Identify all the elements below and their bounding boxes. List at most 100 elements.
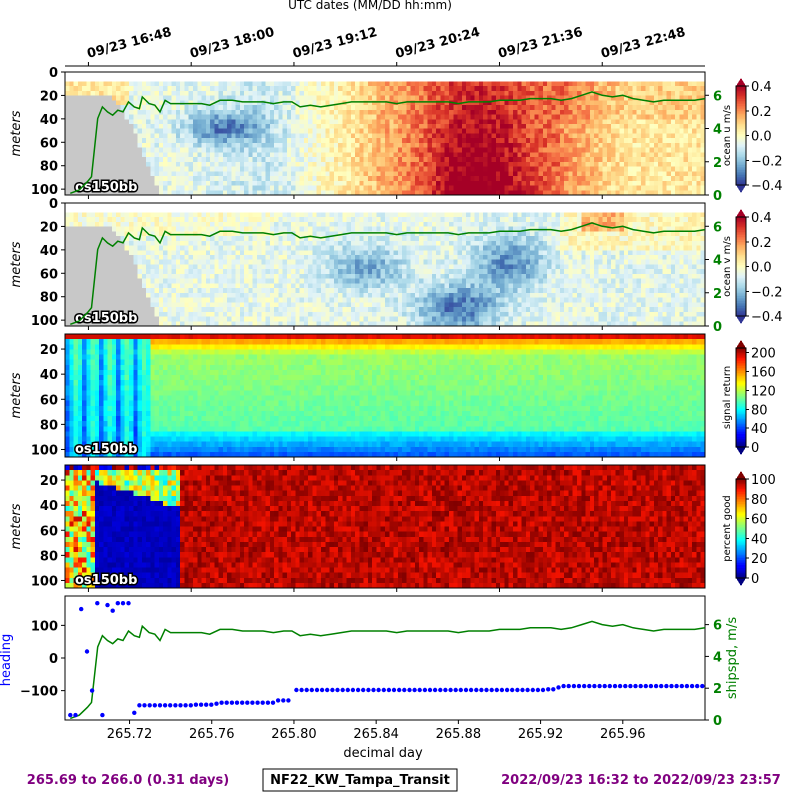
heatmap-cell [700,138,706,144]
heatmap-cell [218,157,224,163]
heatmap-cell [137,250,143,256]
heatmap-cell [69,316,75,322]
heatmap-cell [606,171,612,177]
heatmap-cell [235,128,241,135]
heatmap-cell [649,180,655,187]
heatmap-cell [133,133,139,139]
heatmap-cell [99,226,104,232]
heatmap-cell [696,128,702,135]
heatmap-cell [444,138,450,144]
heatmap-cell [201,236,207,242]
heatmap-cell [534,133,540,139]
heatmap-cell [265,86,271,92]
heatmap-cell [658,81,663,87]
heatmap-cell [111,254,117,261]
heatmap-cell [470,105,476,111]
heatmap-cell [295,81,301,87]
heatmap-cell [367,90,373,97]
heatmap-cell [312,100,318,106]
heatmap-cell [406,166,412,172]
heatmap-cell [508,166,514,172]
heatmap-cell [265,226,271,232]
heatmap-cell [623,133,629,139]
heatmap-cell [521,90,527,97]
heatmap-cell [269,321,275,327]
heatmap-cell [278,254,284,261]
heatmap-cell [180,264,186,270]
heatmap-cell [581,171,587,177]
heatmap-cell [500,133,506,139]
heatmap-cell [167,259,173,266]
heatmap-cell [623,90,629,97]
heatmap-cell [517,157,523,163]
heatmap-cell [474,133,480,139]
heatmap-cell [77,269,83,275]
heatmap-cell [252,123,258,130]
heatmap-cell [393,81,399,87]
heatmap-cell [244,212,250,218]
heatmap-cell [636,138,642,144]
heatmap-cell [696,190,702,196]
heatmap-cell [171,321,177,327]
heatmap-cell [282,311,288,318]
heatmap-cell [150,221,156,228]
heatmap-cell [86,321,92,327]
heatmap-cell [466,185,471,191]
heatmap-cell [210,81,215,87]
heatmap-cell [444,133,450,139]
heatmap-cell [380,176,386,182]
heatmap-cell [679,81,685,87]
heatmap-cell [397,171,403,177]
heatmap-cell [291,114,296,120]
heatmap-cell [94,114,100,120]
heatmap-cell [675,100,680,106]
heatmap-cell [423,81,429,87]
heatmap-cell [487,185,493,191]
heatmap-cell [278,171,284,177]
heatmap-cell [346,128,352,135]
heatmap-cell [77,240,83,247]
heatmap-cell [103,212,109,218]
heatmap-cell [692,166,698,172]
heatmap-cell [350,105,356,111]
heatmap-cell [205,292,211,299]
heatmap-cell [410,133,416,139]
heatmap-cell [231,259,237,266]
heatmap-cell [632,133,638,139]
heatmap-cell [188,292,194,299]
heatmap-cell [342,86,348,92]
heatmap-cell [188,86,194,92]
heatmap-cell [436,123,442,130]
heatmap-cell [594,176,599,182]
heatmap-cell [513,123,518,130]
heatmap-cell [175,133,181,139]
heatmap-cell [82,321,87,327]
heatmap-cell [116,321,122,327]
heatmap-cell [286,185,292,191]
heatmap-cell [350,109,356,116]
heatmap-cell [171,105,177,111]
heatmap-cell [581,176,587,182]
heatmap-cell [120,90,126,97]
heatmap-cell [606,166,612,172]
heatmap-cell [261,176,267,182]
heatmap-cell [239,269,245,275]
heatmap-cell [568,86,574,92]
heatmap-cell [269,114,275,120]
colorbar-step [736,97,746,100]
heatmap-cell [466,81,471,87]
y-tick-label: 20 [40,89,58,104]
heatmap-cell [214,105,220,111]
heatmap-cell [436,119,442,125]
heatmap-cell [235,226,241,232]
heatmap-cell [146,133,151,139]
heatmap-cell [683,171,689,177]
heatmap-cell [385,138,390,144]
heatmap-cell [508,100,514,106]
heatmap-cell [598,171,604,177]
heatmap-cell [282,190,288,196]
heatmap-cell [150,245,156,251]
heatmap-cell [163,231,168,237]
heatmap-cell [227,254,232,261]
heatmap-cell [239,81,245,87]
